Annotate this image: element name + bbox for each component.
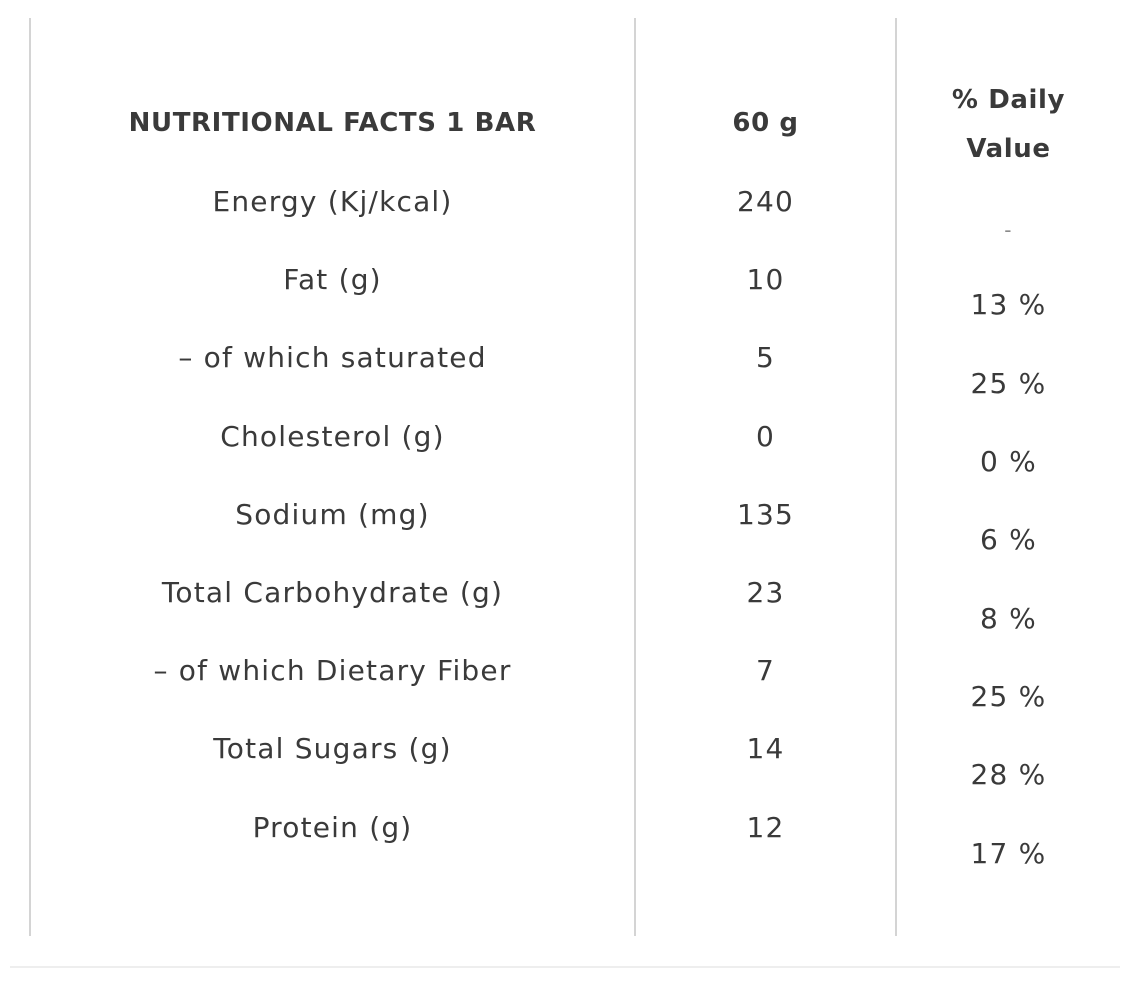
- row-label-cholesterol: Cholesterol (g): [220, 420, 445, 453]
- row-dv-fat: 13 %: [970, 288, 1047, 321]
- row-label-protein: Protein (g): [252, 811, 413, 844]
- row-amount-fiber: 7: [755, 654, 775, 687]
- row-dv-fiber: 25 %: [970, 680, 1047, 713]
- row-label-carbohydrate: Total Carbohydrate (g): [161, 576, 504, 609]
- row-dv-protein: 17 %: [970, 837, 1047, 870]
- table-border-left: [29, 18, 31, 936]
- header-daily-value: % Daily Value: [897, 76, 1120, 174]
- column-divider-1: [634, 18, 636, 936]
- row-dv-energy: -: [1004, 218, 1013, 242]
- row-label-fiber: – of which Dietary Fiber: [153, 654, 512, 687]
- row-label-saturated: – of which saturated: [178, 341, 487, 374]
- header-daily-value-line2: Value: [966, 134, 1051, 164]
- label-column: NUTRITIONAL FACTS 1 BAR Energy (Kj/kcal)…: [31, 0, 634, 936]
- header-daily-value-line1: % Daily: [951, 85, 1066, 115]
- row-label-energy: Energy (Kj/kcal): [212, 185, 453, 218]
- header-amount: 60 g: [732, 108, 799, 138]
- column-divider-2: [895, 18, 897, 936]
- row-amount-fat: 10: [746, 263, 785, 296]
- row-dv-sugars: 28 %: [970, 758, 1047, 791]
- row-dv-cholesterol: 0 %: [980, 445, 1037, 478]
- row-label-sugars: Total Sugars (g): [213, 732, 452, 765]
- daily-value-column: % Daily Value - 13 % 25 % 0 % 6 % 8 % 25…: [897, 0, 1120, 936]
- row-label-fat: Fat (g): [283, 263, 382, 296]
- row-amount-protein: 12: [746, 811, 785, 844]
- row-amount-cholesterol: 0: [755, 420, 775, 453]
- row-amount-carbohydrate: 23: [746, 576, 785, 609]
- amount-column: 60 g 240 10 5 0 135 23 7 14 12: [636, 0, 895, 936]
- table-bottom-divider: [10, 966, 1120, 968]
- header-label: NUTRITIONAL FACTS 1 BAR: [128, 108, 537, 138]
- row-amount-energy: 240: [736, 185, 795, 218]
- row-dv-sodium: 6 %: [980, 523, 1037, 556]
- row-dv-saturated: 25 %: [970, 367, 1047, 400]
- row-amount-sodium: 135: [736, 498, 795, 531]
- row-dv-carbohydrate: 8 %: [980, 602, 1037, 635]
- row-label-sodium: Sodium (mg): [235, 498, 430, 531]
- row-amount-sugars: 14: [746, 732, 785, 765]
- row-amount-saturated: 5: [755, 341, 775, 374]
